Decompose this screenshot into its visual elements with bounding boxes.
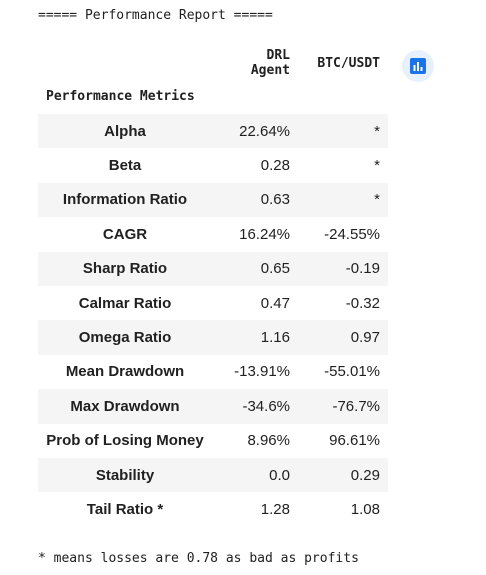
table-row: Tail Ratio * 1.28 1.08 — [38, 492, 388, 526]
index-spacer-2 — [298, 78, 388, 114]
metric-name: CAGR — [102, 225, 148, 243]
metric-name: Beta — [108, 157, 142, 175]
drl-agent-value: 16.24% — [239, 225, 290, 243]
index-header-row: Performance Metrics — [38, 78, 388, 114]
drl-agent-value: 0.47 — [260, 294, 290, 312]
chart-suggestion-button[interactable] — [402, 50, 434, 82]
column-header-drl-agent: DRL Agent — [250, 48, 290, 78]
btc-usdt-value: 1.08 — [350, 500, 380, 518]
index-label: Performance Metrics — [46, 88, 195, 104]
table-row: Information Ratio 0.63 * — [38, 182, 388, 218]
metric-name: Max Drawdown — [70, 397, 180, 415]
drl-agent-value: -34.6% — [242, 397, 290, 415]
drl-agent-value: 0.28 — [260, 157, 290, 175]
metric-name: Omega Ratio — [78, 329, 172, 347]
metric-name: Calmar Ratio — [78, 294, 172, 312]
drl-agent-value: 0.65 — [260, 260, 290, 278]
table-row: Stability 0.0 0.29 — [38, 457, 388, 493]
bar-chart-icon — [410, 58, 426, 74]
btc-usdt-value: 96.61% — [329, 432, 380, 450]
column-header-blank — [38, 48, 212, 78]
table-row: Beta 0.28 * — [38, 148, 388, 182]
drl-agent-value: 0.0 — [269, 466, 290, 484]
drl-agent-value: -13.91% — [234, 363, 290, 381]
btc-usdt-value: 0.97 — [350, 329, 380, 347]
table-row: Omega Ratio 1.16 0.97 — [38, 320, 388, 355]
btc-usdt-value: -55.01% — [324, 363, 380, 381]
table-row: Calmar Ratio 0.47 -0.32 — [38, 286, 388, 320]
table-row: Mean Drawdown -13.91% -55.01% — [38, 355, 388, 389]
table-body: Alpha 22.64% * Beta 0.28 * Information Ratio 0.… — [38, 114, 388, 527]
index-spacer-1 — [212, 78, 298, 114]
drl-agent-value: 1.28 — [260, 500, 290, 518]
drl-agent-value: 0.63 — [260, 191, 290, 209]
footnote: * means losses are 0.78 as bad as profit… — [38, 551, 359, 566]
btc-usdt-value: -76.7% — [332, 397, 380, 415]
btc-usdt-value: * — [374, 191, 380, 209]
btc-usdt-value: * — [374, 157, 380, 175]
column-header-btc-usdt: BTC/USDT — [317, 55, 380, 71]
metric-name: Alpha — [104, 122, 146, 140]
btc-usdt-value: -0.19 — [345, 260, 380, 278]
btc-usdt-value: -24.55% — [324, 225, 380, 243]
btc-usdt-value: 0.29 — [350, 466, 380, 484]
drl-agent-value: 22.64% — [239, 122, 290, 140]
btc-usdt-value: -0.32 — [345, 294, 380, 312]
table-row: Prob of Losing Money 8.96% 96.61% — [38, 424, 388, 458]
table-row: CAGR 16.24% -24.55% — [38, 217, 388, 251]
drl-agent-value: 8.96% — [247, 432, 290, 450]
metric-name: Tail Ratio * — [86, 500, 164, 518]
drl-agent-value: 1.16 — [260, 329, 290, 347]
metric-name: Sharp Ratio — [82, 260, 168, 278]
report-header: ===== Performance Report ===== — [38, 8, 273, 23]
btc-usdt-value: * — [374, 122, 380, 140]
table-row: Sharp Ratio 0.65 -0.19 — [38, 251, 388, 286]
metric-name: Information Ratio — [62, 191, 188, 209]
table-row: Alpha 22.64% * — [38, 114, 388, 149]
metric-name: Stability — [95, 466, 155, 484]
table-row: Max Drawdown -34.6% -76.7% — [38, 389, 388, 424]
metric-name: Prob of Losing Money — [46, 432, 204, 450]
metric-name: Mean Drawdown — [65, 363, 185, 381]
performance-table: DRL Agent BTC/USDT Performance Metrics A… — [38, 48, 388, 527]
column-header-row: DRL Agent BTC/USDT — [38, 48, 388, 78]
